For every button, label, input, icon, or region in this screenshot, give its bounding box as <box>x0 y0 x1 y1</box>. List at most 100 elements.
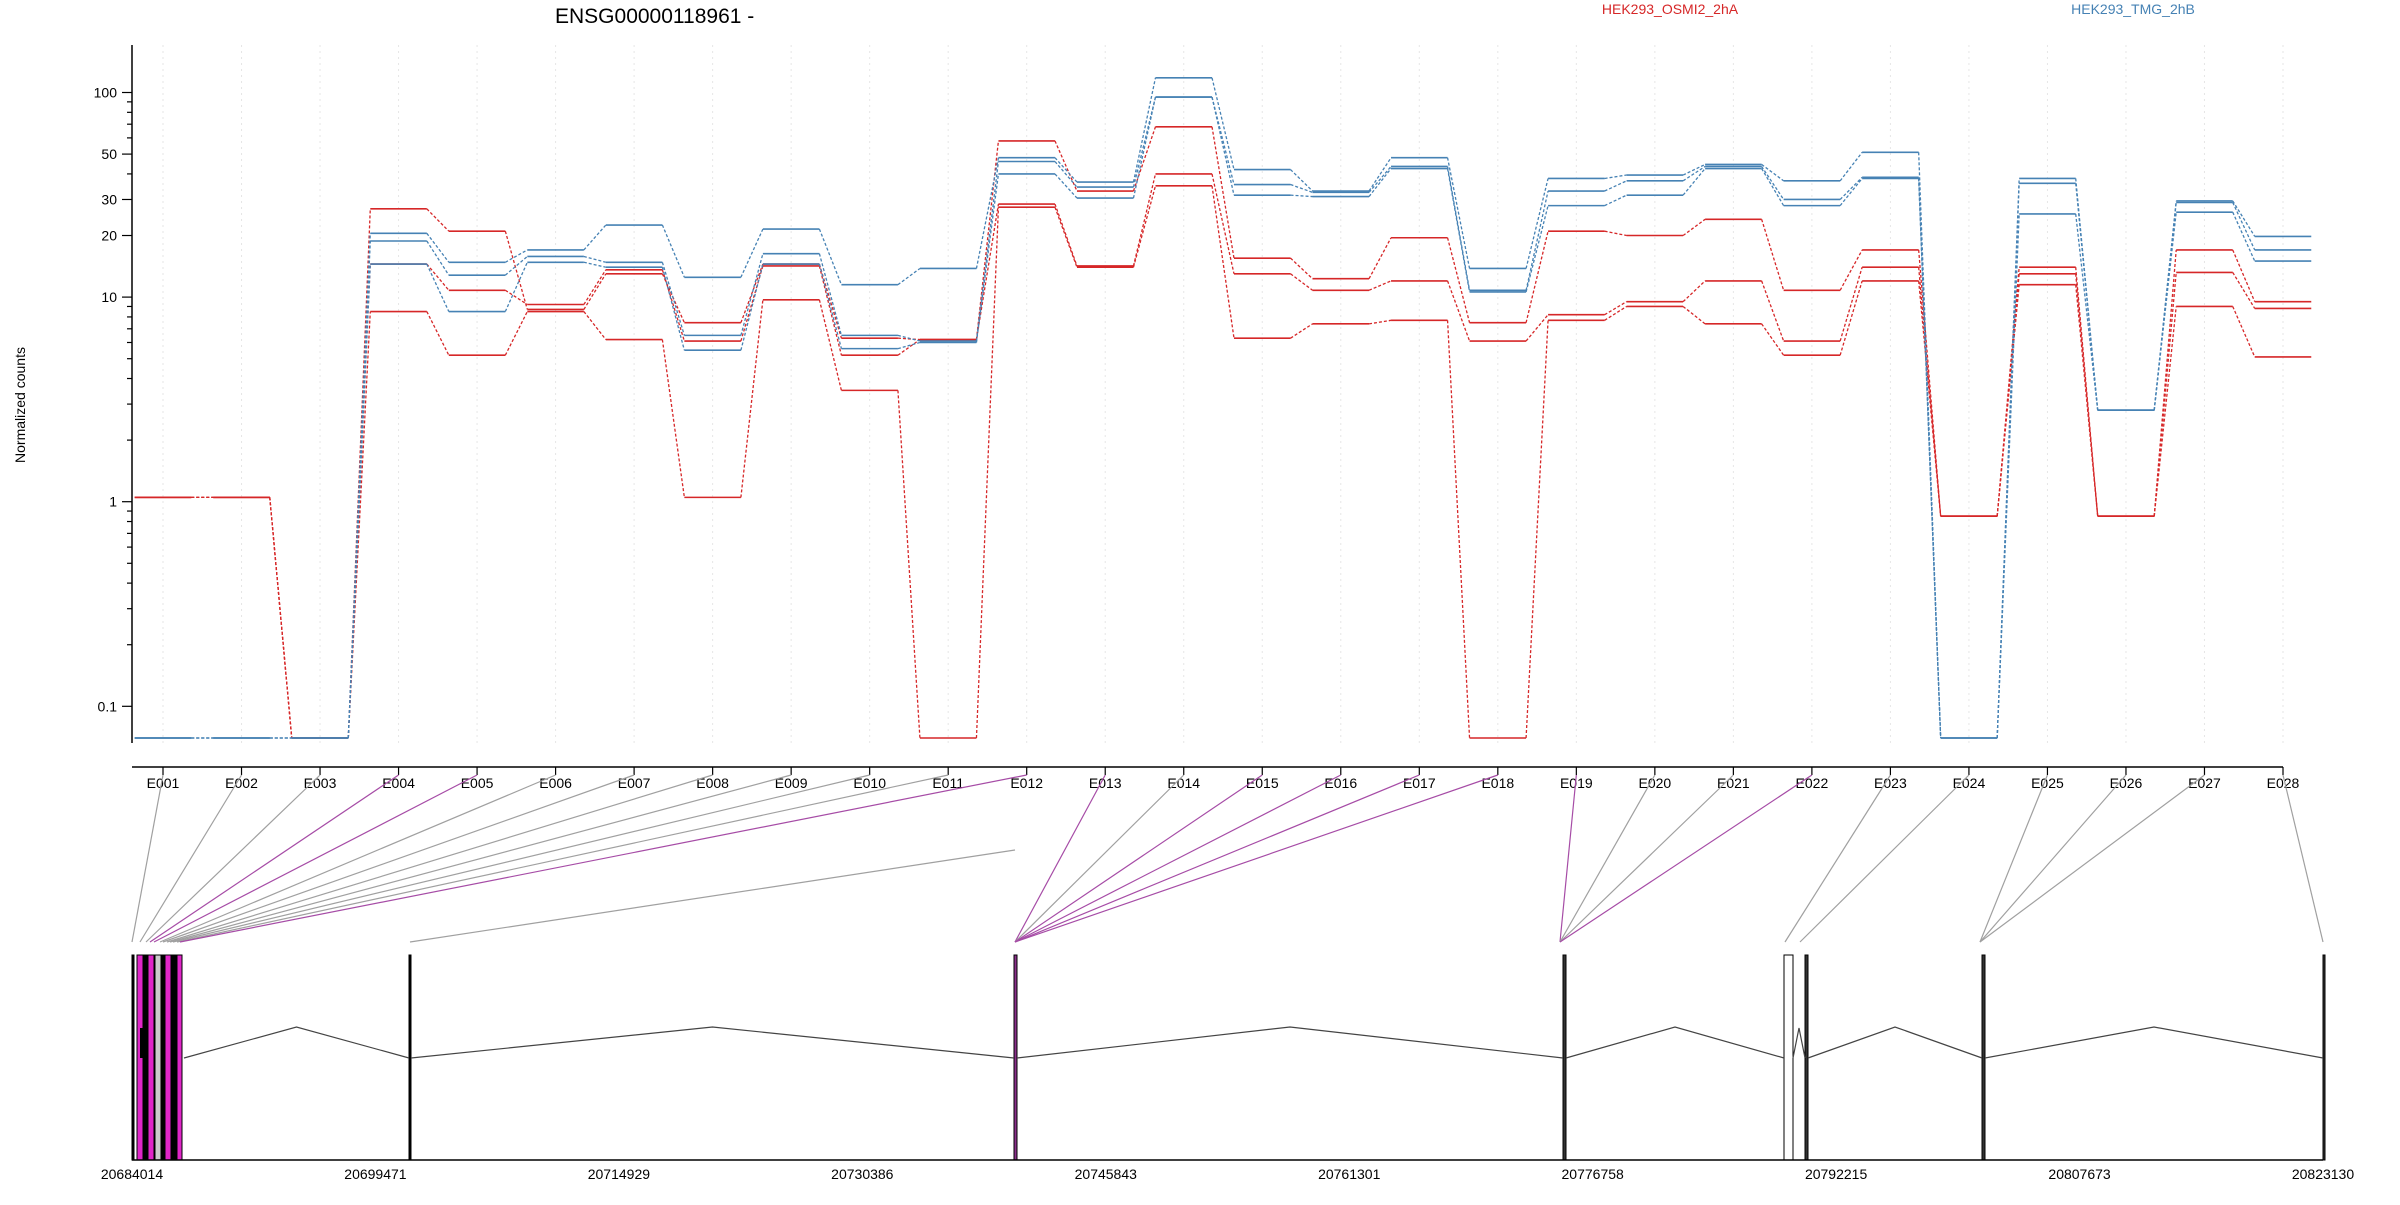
exon-transition <box>1918 280 1942 517</box>
exon-connector <box>159 774 556 943</box>
x-tick-label: E004 <box>382 775 415 791</box>
exon-transition <box>1446 168 1471 293</box>
legend-label-tmg: HEK293_TMG_2hB <box>2071 1 2195 17</box>
exon-transition <box>661 339 686 498</box>
x-tick-label: E014 <box>1167 775 1200 791</box>
exon-transition <box>583 273 607 310</box>
intron-line <box>1807 1026 1983 1059</box>
exon-connector <box>1559 774 1813 943</box>
exon-transition <box>583 261 606 268</box>
x-tick-label: E016 <box>1324 775 1357 791</box>
exon-transition <box>1368 319 1392 325</box>
exon-transition <box>1525 314 1549 342</box>
chart-title: ENSG00000118961 - <box>555 5 754 28</box>
series-2 <box>134 173 2312 739</box>
exon-transition <box>1918 178 1942 739</box>
exon-transition <box>1132 96 1157 199</box>
series-4 <box>134 76 2312 739</box>
exon-transition <box>1682 280 1706 303</box>
x-tick-label: E021 <box>1717 775 1750 791</box>
y-tick-label: 30 <box>101 191 117 207</box>
axis-layer: 0.1 1 10 20 30 50 100 E001 E002 E003 E004 E005 E006 E… <box>94 45 2300 791</box>
exon-transition <box>1132 96 1157 188</box>
exon-transition <box>1054 173 1078 199</box>
exon-transition <box>1525 231 1549 323</box>
exon-transition <box>505 249 528 263</box>
genome-coordinate-label: 20730386 <box>831 1166 894 1182</box>
exon-transition <box>583 269 607 305</box>
exon-transition <box>1290 257 1313 280</box>
exon-transition <box>2153 212 2177 411</box>
genome-coordinate-label: 20823130 <box>2292 1166 2355 1182</box>
exon-transition <box>1211 77 1235 170</box>
exon-connector <box>1014 774 1106 943</box>
exon-transition <box>1132 77 1157 183</box>
x-tick-label: E024 <box>1953 775 1986 791</box>
exon-transition <box>818 299 843 391</box>
x-tick-label: E018 <box>1481 775 1514 791</box>
exon-connector <box>179 774 1027 943</box>
exon-transition <box>897 390 921 739</box>
gene-model: 20684014 20699471 20714929 20730386 20745843… <box>101 954 2355 1182</box>
exon-block <box>408 954 412 1161</box>
exon-transition <box>1446 280 1471 342</box>
exon-transition <box>740 263 764 351</box>
intron-line <box>183 1026 410 1059</box>
exon-transition <box>2232 249 2256 302</box>
exon-transition <box>1839 151 1863 182</box>
exon-transition <box>426 263 450 291</box>
exon-transition <box>1211 173 1235 274</box>
exon-transition <box>1839 178 1863 207</box>
exon-transition <box>1446 157 1471 269</box>
exon-transition <box>1604 301 1627 316</box>
connector-layer <box>131 774 2324 943</box>
exon-transition <box>504 262 528 312</box>
exon-transition <box>1761 168 1785 206</box>
exon-transition <box>2153 306 2177 517</box>
exon-transition <box>2232 202 2256 251</box>
exon-transition <box>504 311 528 356</box>
exon-transition <box>2232 200 2256 237</box>
exon-transition <box>347 240 371 739</box>
exon-connector <box>1014 774 1420 943</box>
exon-transition <box>1290 323 1313 339</box>
exon-transition <box>1604 174 1627 180</box>
exon-connector <box>1979 774 2049 943</box>
exon-connector <box>172 774 870 943</box>
exon-transition <box>1682 305 1706 325</box>
exon-transition <box>897 341 921 350</box>
exon-connector <box>169 774 792 943</box>
exon-connector <box>2282 774 2324 943</box>
exon-block <box>131 954 135 1161</box>
exon-transition <box>426 240 450 276</box>
exon-transition <box>1996 284 2020 517</box>
exon-transition <box>347 208 371 739</box>
exon-transition <box>661 224 685 278</box>
exon-transition <box>818 263 843 349</box>
exon-transition <box>1918 152 1942 739</box>
genome-coordinate-label: 20776758 <box>1562 1166 1625 1182</box>
exon-transition <box>1682 168 1706 196</box>
exon-transition <box>1604 230 1627 237</box>
exon-transition <box>1054 203 1078 267</box>
exon-detail-mark <box>140 1028 148 1058</box>
exon-transition <box>975 207 1000 739</box>
exon-transition <box>2153 249 2177 517</box>
exon-transition <box>583 224 607 251</box>
exon-transition <box>661 267 685 351</box>
exon-transition <box>1290 194 1313 198</box>
exon-transition <box>1682 165 1706 182</box>
x-tick-label: E025 <box>2031 775 2064 791</box>
exon-transition <box>1839 176 1863 200</box>
x-tick-label: E007 <box>618 775 651 791</box>
exon-block <box>1783 954 1794 1161</box>
exon-transition <box>818 265 843 356</box>
exon-transition <box>1368 157 1392 192</box>
exon-transition <box>1211 185 1235 339</box>
exon-connector <box>1799 774 1970 943</box>
exon-transition <box>426 232 450 263</box>
exon-transition <box>504 230 528 310</box>
exon-transition <box>1368 166 1392 193</box>
x-tick-label: E009 <box>775 775 808 791</box>
